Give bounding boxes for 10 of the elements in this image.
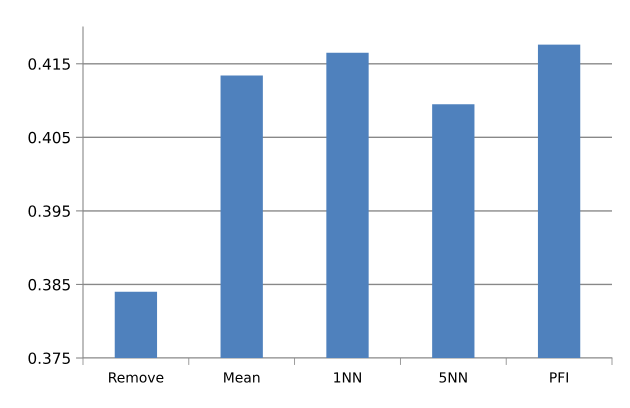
y-tick-label: 0.405 (28, 132, 70, 144)
y-tick-label: 0.415 (28, 58, 70, 70)
x-tick-label: PFI (550, 372, 568, 382)
x-tick-label: Remove (109, 372, 164, 383)
x-tick-label: Mean (224, 372, 260, 383)
x-tick-label: 5NN (440, 372, 467, 383)
y-tick-label: 0.385 (28, 278, 70, 290)
y-tick-label: 0.395 (28, 205, 70, 217)
y-tick-label: 0.375 (28, 352, 70, 364)
x-tick-label: 1NN (334, 372, 361, 382)
